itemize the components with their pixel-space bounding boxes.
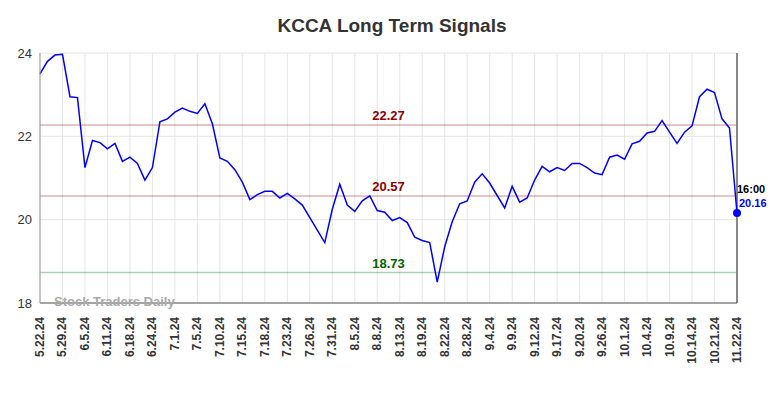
svg-text:22.27: 22.27: [372, 108, 405, 123]
svg-text:10.4.24: 10.4.24: [640, 317, 654, 357]
svg-text:7.1.24: 7.1.24: [168, 317, 182, 351]
svg-text:6.11.24: 6.11.24: [100, 317, 114, 357]
svg-text:9.26.24: 9.26.24: [595, 317, 609, 357]
svg-text:6.24.24: 6.24.24: [145, 317, 159, 357]
svg-text:10.21.24: 10.21.24: [708, 317, 722, 364]
svg-text:8.19.24: 8.19.24: [415, 317, 429, 357]
svg-text:6.18.24: 6.18.24: [123, 317, 137, 357]
svg-text:22: 22: [18, 129, 32, 144]
html-text:Stock Traders Daily: Stock Traders Daily: [54, 294, 175, 309]
svg-text:10.14.24: 10.14.24: [685, 317, 699, 364]
svg-text:18: 18: [18, 296, 32, 311]
svg-text:9.17.24: 9.17.24: [550, 317, 564, 357]
svg-text:16:00: 16:00: [737, 183, 765, 195]
svg-text:20.16: 20.16: [739, 197, 767, 209]
svg-text:8.28.24: 8.28.24: [460, 317, 474, 357]
svg-text:9.9.24: 9.9.24: [505, 317, 519, 351]
svg-text:8.13.24: 8.13.24: [393, 317, 407, 357]
svg-text:10.1.24: 10.1.24: [618, 317, 632, 357]
svg-text:5.29.24: 5.29.24: [55, 317, 69, 357]
svg-text:7.18.24: 7.18.24: [258, 317, 272, 357]
svg-text:5.22.24: 5.22.24: [33, 317, 47, 357]
svg-text:6.5.24: 6.5.24: [78, 317, 92, 351]
svg-text:18.73: 18.73: [372, 256, 405, 271]
html-text:KCCA Long Term Signals: KCCA Long Term Signals: [277, 15, 507, 36]
svg-text:10.9.24: 10.9.24: [663, 317, 677, 357]
svg-text:9.12.24: 9.12.24: [528, 317, 542, 357]
svg-text:20.57: 20.57: [372, 179, 405, 194]
svg-text:7.26.24: 7.26.24: [303, 317, 317, 357]
svg-text:9.20.24: 9.20.24: [573, 317, 587, 357]
svg-text:24: 24: [18, 46, 32, 61]
svg-text:7.23.24: 7.23.24: [280, 317, 294, 357]
svg-text:20: 20: [18, 212, 32, 227]
svg-text:7.31.24: 7.31.24: [325, 317, 339, 357]
svg-text:8.8.24: 8.8.24: [370, 317, 384, 351]
svg-text:11.22.24: 11.22.24: [730, 317, 744, 363]
svg-text:7.5.24: 7.5.24: [190, 317, 204, 351]
svg-text:7.10.24: 7.10.24: [213, 317, 227, 357]
svg-text:8.5.24: 8.5.24: [348, 317, 362, 351]
svg-text:9.4.24: 9.4.24: [483, 317, 497, 351]
svg-text:7.15.24: 7.15.24: [235, 317, 249, 357]
svg-text:8.22.24: 8.22.24: [438, 317, 452, 357]
